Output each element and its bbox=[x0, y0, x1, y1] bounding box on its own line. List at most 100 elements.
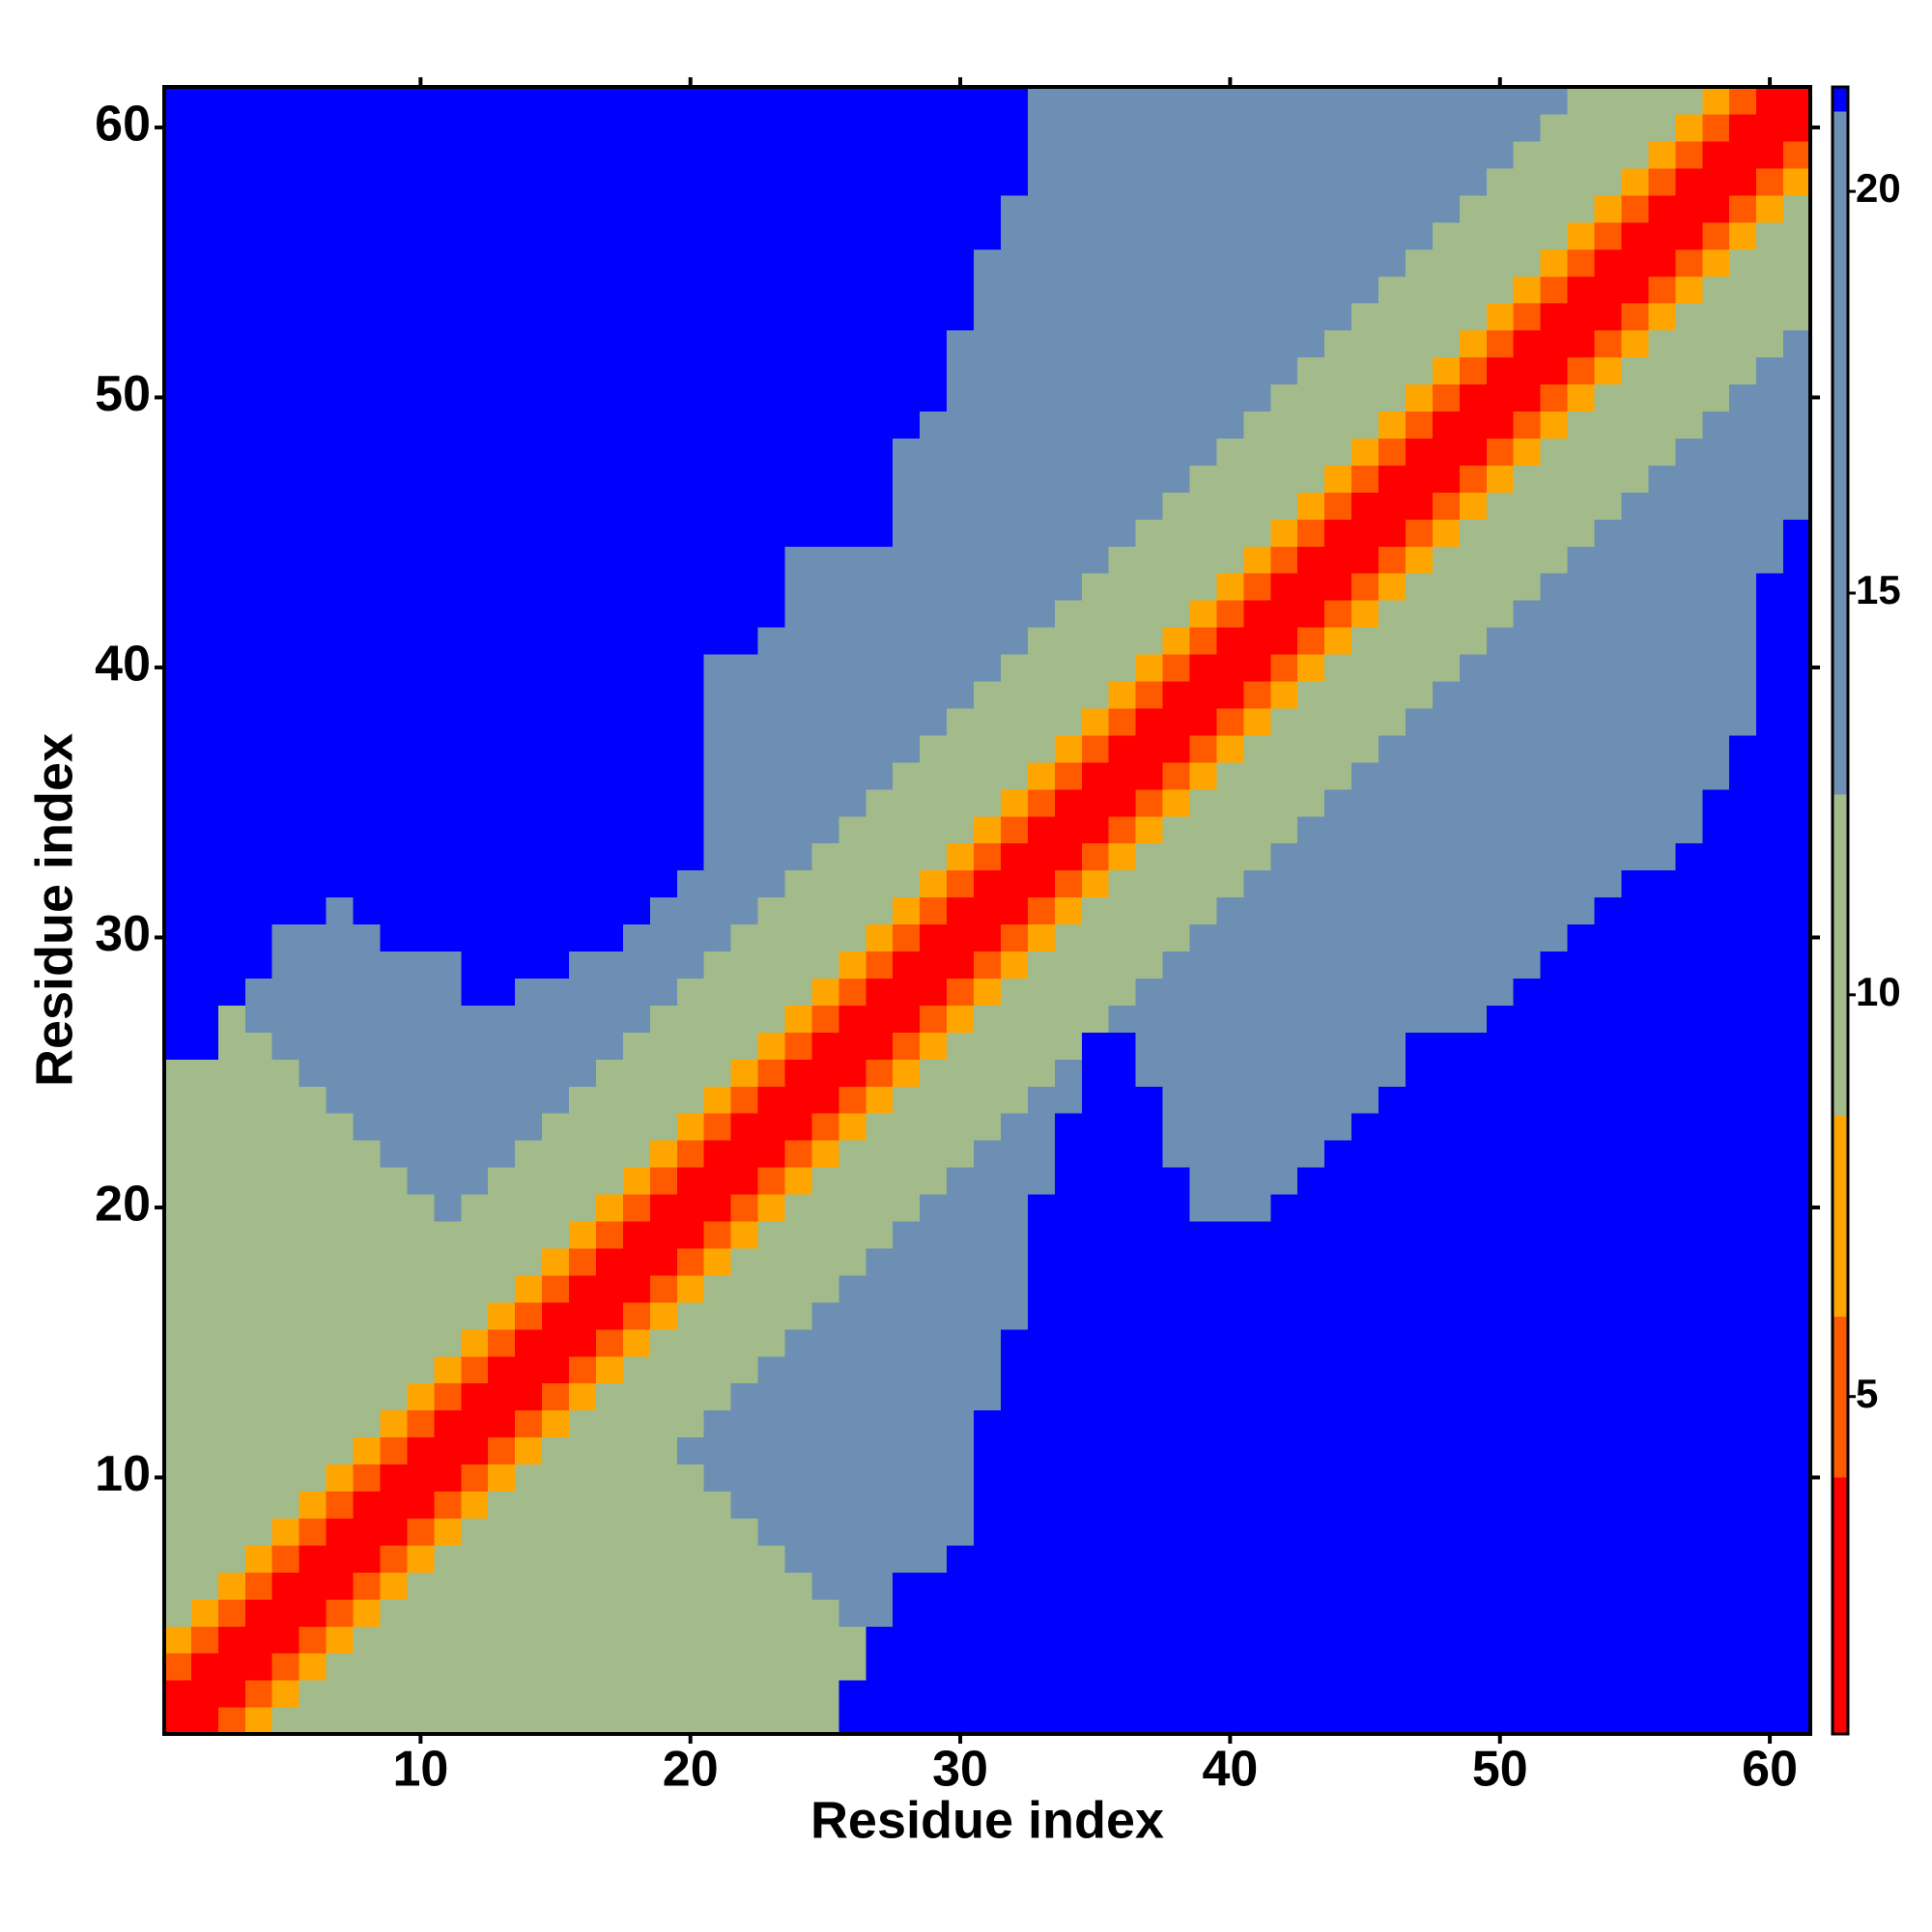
heatmap-cell bbox=[757, 1032, 786, 1060]
heatmap-cell bbox=[1243, 248, 1271, 277]
heatmap-cell bbox=[1756, 1545, 1784, 1573]
heatmap-cell bbox=[784, 1220, 813, 1249]
heatmap-cell bbox=[217, 600, 246, 628]
heatmap-cell bbox=[515, 546, 543, 574]
heatmap-cell bbox=[1216, 411, 1244, 439]
heatmap-cell bbox=[947, 1355, 975, 1384]
heatmap-cell bbox=[1108, 978, 1137, 1006]
heatmap-cell bbox=[676, 1032, 705, 1060]
heatmap-cell bbox=[1621, 1328, 1649, 1357]
heatmap-cell bbox=[1162, 1086, 1191, 1114]
heatmap-cell bbox=[1594, 653, 1623, 682]
heatmap-cell bbox=[1567, 600, 1596, 628]
heatmap-cell bbox=[703, 600, 732, 628]
heatmap-cell bbox=[1297, 1518, 1325, 1546]
heatmap-cell bbox=[1162, 600, 1191, 628]
heatmap-cell bbox=[1405, 1113, 1434, 1141]
heatmap-cell bbox=[1108, 329, 1137, 358]
heatmap-cell bbox=[947, 1140, 975, 1168]
heatmap-cell bbox=[1135, 1545, 1164, 1573]
heatmap-cell bbox=[1567, 1382, 1596, 1411]
heatmap-cell bbox=[380, 896, 409, 925]
heatmap-cell bbox=[1540, 1059, 1569, 1087]
heatmap-cell bbox=[353, 600, 382, 628]
heatmap-cell bbox=[1405, 627, 1434, 655]
heatmap-cell bbox=[1189, 1463, 1218, 1492]
heatmap-cell bbox=[649, 653, 678, 682]
heatmap-cell bbox=[1378, 1274, 1406, 1303]
heatmap-cell bbox=[649, 1301, 678, 1330]
heatmap-cell bbox=[1297, 1436, 1325, 1465]
heatmap-cell bbox=[515, 492, 543, 520]
heatmap-cell bbox=[217, 1599, 246, 1627]
heatmap-cell bbox=[1459, 653, 1488, 682]
heatmap-cell bbox=[1270, 1328, 1298, 1357]
heatmap-cell bbox=[920, 1167, 948, 1195]
heatmap-cell bbox=[407, 1301, 435, 1330]
heatmap-cell bbox=[622, 1626, 651, 1654]
heatmap-cell bbox=[1486, 519, 1515, 547]
heatmap-cell bbox=[1081, 438, 1110, 466]
heatmap-cell bbox=[488, 978, 516, 1006]
heatmap-cell bbox=[488, 221, 516, 250]
heatmap-cell bbox=[1648, 1707, 1676, 1735]
heatmap-cell bbox=[676, 653, 705, 682]
heatmap-cell bbox=[1621, 1167, 1649, 1195]
heatmap-cell bbox=[1702, 1599, 1730, 1627]
heatmap-cell bbox=[784, 1518, 813, 1546]
heatmap-cell bbox=[622, 707, 651, 736]
heatmap-cell bbox=[1324, 1436, 1352, 1465]
heatmap-cell bbox=[217, 978, 246, 1006]
heatmap-cell bbox=[838, 1572, 867, 1600]
heatmap-cell bbox=[1162, 140, 1191, 169]
heatmap-cell bbox=[1054, 734, 1083, 763]
heatmap-cell bbox=[407, 1382, 435, 1411]
heatmap-cell bbox=[434, 465, 462, 493]
heatmap-cell bbox=[488, 1572, 516, 1600]
heatmap-cell bbox=[1324, 465, 1352, 493]
heatmap-cell bbox=[622, 492, 651, 520]
heatmap-cell bbox=[811, 923, 839, 952]
heatmap-cell bbox=[1243, 1409, 1271, 1438]
heatmap-cell bbox=[1081, 734, 1110, 763]
heatmap-cell bbox=[1729, 1220, 1757, 1249]
heatmap-cell bbox=[1108, 627, 1137, 655]
heatmap-cell bbox=[1540, 248, 1569, 277]
heatmap-cell bbox=[1351, 707, 1379, 736]
heatmap-cell bbox=[1108, 438, 1137, 466]
heatmap-cell bbox=[326, 140, 355, 169]
heatmap-cell bbox=[244, 1382, 273, 1411]
heatmap-cell bbox=[1054, 519, 1083, 547]
heatmap-cell bbox=[784, 815, 813, 844]
heatmap-cell bbox=[298, 1626, 327, 1654]
heatmap-cell bbox=[569, 761, 597, 790]
heatmap-cell bbox=[515, 1436, 543, 1465]
heatmap-cell bbox=[1648, 1680, 1676, 1708]
heatmap-cell bbox=[353, 788, 382, 817]
heatmap-cell bbox=[569, 1032, 597, 1060]
heatmap-cell bbox=[1297, 815, 1325, 844]
heatmap-cell bbox=[595, 761, 624, 790]
heatmap-cell bbox=[1567, 788, 1596, 817]
heatmap-cell bbox=[1324, 978, 1352, 1006]
heatmap-cell bbox=[217, 1409, 246, 1438]
heatmap-cell bbox=[271, 113, 300, 142]
heatmap-cell bbox=[1243, 1545, 1271, 1573]
heatmap-cell bbox=[461, 734, 489, 763]
heatmap-cell bbox=[1135, 194, 1164, 223]
heatmap-cell bbox=[676, 951, 705, 979]
heatmap-cell bbox=[893, 1247, 921, 1276]
heatmap-cell bbox=[1783, 1113, 1811, 1141]
heatmap-cell bbox=[1756, 1247, 1784, 1276]
heatmap-cell bbox=[1405, 1032, 1434, 1060]
heatmap-cell bbox=[838, 600, 867, 628]
heatmap-cell bbox=[1432, 680, 1461, 709]
heatmap-cell bbox=[515, 707, 543, 736]
heatmap-cell bbox=[1729, 1247, 1757, 1276]
heatmap-cell bbox=[217, 302, 246, 331]
heatmap-cell bbox=[1054, 788, 1083, 817]
heatmap-cell bbox=[298, 1680, 327, 1708]
heatmap-cell bbox=[1513, 140, 1542, 169]
heatmap-cell bbox=[622, 194, 651, 223]
heatmap-cell bbox=[1189, 302, 1218, 331]
